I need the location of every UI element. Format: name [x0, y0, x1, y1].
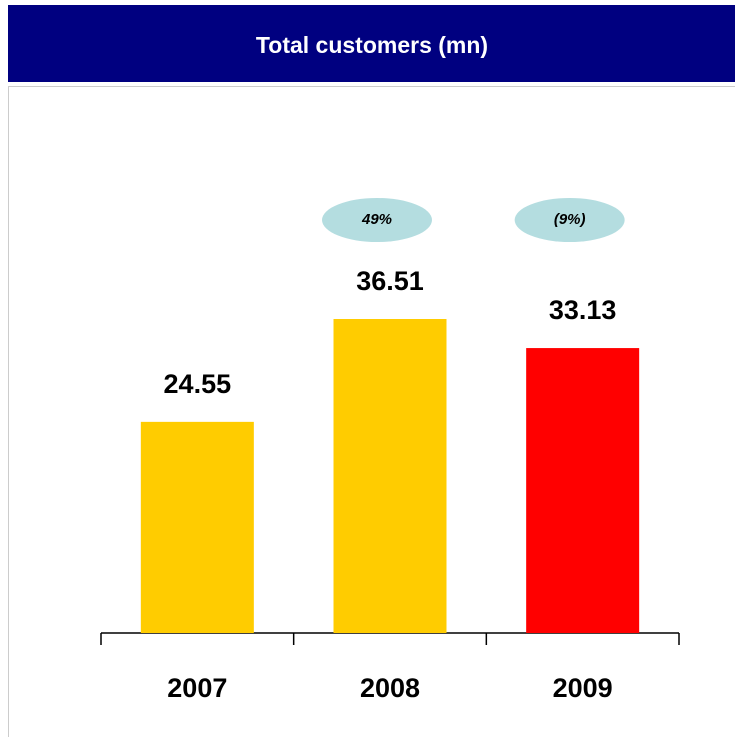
chart-title: Total customers (mn) [256, 32, 488, 58]
value-label: 24.55 [164, 369, 232, 399]
value-label: 33.13 [549, 295, 617, 325]
x-tick-label: 2008 [360, 673, 420, 703]
value-label: 36.51 [356, 266, 424, 296]
growth-label: (9%) [554, 211, 586, 228]
bar [526, 348, 640, 633]
x-tick-label: 2009 [553, 673, 613, 703]
bar [140, 421, 254, 633]
x-tick-label: 2007 [167, 673, 227, 703]
growth-badge [322, 198, 432, 242]
growth-label: 49% [361, 211, 392, 228]
growth-badge [514, 198, 625, 242]
bar [333, 319, 447, 633]
header [8, 5, 735, 82]
